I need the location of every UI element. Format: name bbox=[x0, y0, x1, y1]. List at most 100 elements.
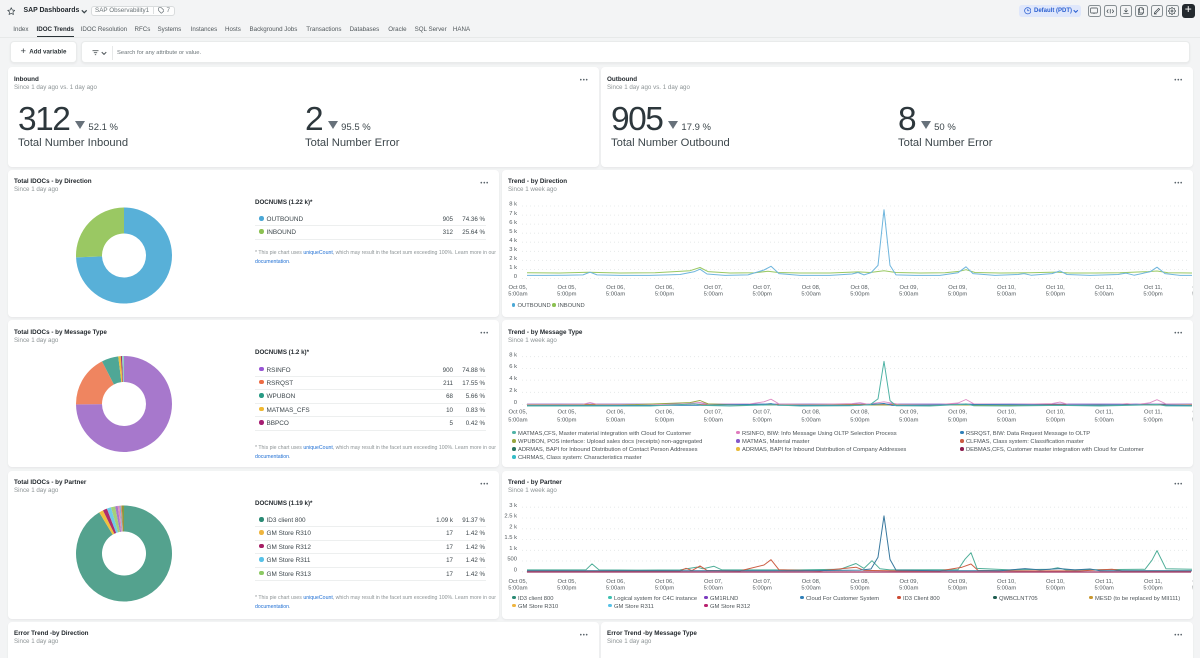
svg-text:Oct 08,: Oct 08, bbox=[851, 284, 870, 290]
svg-text:Oct 07,: Oct 07, bbox=[704, 579, 723, 585]
svg-text:8 k: 8 k bbox=[509, 201, 517, 207]
svg-text:Oct 06,: Oct 06, bbox=[655, 410, 674, 416]
svg-text:5:00am: 5:00am bbox=[1192, 585, 1193, 591]
svg-text:5:00pm: 5:00pm bbox=[850, 585, 870, 591]
svg-text:5:00am: 5:00am bbox=[606, 291, 626, 297]
svg-text:Oct 07,: Oct 07, bbox=[753, 410, 772, 416]
svg-text:7 k: 7 k bbox=[509, 210, 517, 216]
svg-text:4 k: 4 k bbox=[509, 237, 517, 243]
svg-text:5:00am: 5:00am bbox=[801, 417, 821, 423]
svg-text:2 k: 2 k bbox=[509, 256, 517, 262]
svg-text:Oct 10,: Oct 10, bbox=[1046, 284, 1065, 290]
svg-text:5:00am: 5:00am bbox=[704, 417, 724, 423]
svg-text:Oct 11,: Oct 11, bbox=[1144, 579, 1163, 585]
svg-text:Oct 06,: Oct 06, bbox=[655, 579, 674, 585]
svg-text:Oct 09,: Oct 09, bbox=[948, 410, 967, 416]
svg-text:Oct 11,: Oct 11, bbox=[1095, 284, 1114, 290]
svg-text:Oct 06,: Oct 06, bbox=[606, 410, 625, 416]
svg-text:5:00pm: 5:00pm bbox=[948, 585, 968, 591]
svg-text:6 k: 6 k bbox=[509, 364, 517, 370]
svg-text:0: 0 bbox=[514, 567, 517, 573]
svg-text:5:00pm: 5:00pm bbox=[753, 417, 773, 423]
svg-text:6 k: 6 k bbox=[509, 219, 517, 225]
svg-text:Oct 10,: Oct 10, bbox=[997, 284, 1016, 290]
svg-text:Oct 05,: Oct 05, bbox=[557, 284, 576, 290]
svg-text:Oct 10,: Oct 10, bbox=[997, 410, 1016, 416]
svg-text:5:00am: 5:00am bbox=[997, 417, 1017, 423]
svg-text:5:00pm: 5:00pm bbox=[850, 417, 870, 423]
svg-text:Oct 09,: Oct 09, bbox=[899, 410, 918, 416]
svg-text:5:00am: 5:00am bbox=[899, 291, 919, 297]
svg-text:Oct 07,: Oct 07, bbox=[753, 284, 772, 290]
svg-text:Oct 07,: Oct 07, bbox=[704, 410, 723, 416]
svg-text:Oct 06,: Oct 06, bbox=[606, 579, 625, 585]
svg-text:Oct 08,: Oct 08, bbox=[802, 579, 821, 585]
svg-text:5:00pm: 5:00pm bbox=[1143, 291, 1163, 297]
svg-text:1 k: 1 k bbox=[509, 546, 517, 552]
svg-text:5:00am: 5:00am bbox=[1095, 585, 1115, 591]
svg-text:5:00pm: 5:00pm bbox=[655, 291, 675, 297]
svg-text:Oct 08,: Oct 08, bbox=[851, 579, 870, 585]
svg-text:5 k: 5 k bbox=[509, 228, 517, 234]
svg-text:Oct 09,: Oct 09, bbox=[948, 284, 967, 290]
svg-text:5:00pm: 5:00pm bbox=[948, 291, 968, 297]
svg-text:5:00pm: 5:00pm bbox=[655, 417, 675, 423]
svg-text:0: 0 bbox=[514, 400, 517, 406]
svg-text:8 k: 8 k bbox=[509, 352, 517, 358]
svg-text:5:00pm: 5:00pm bbox=[557, 291, 577, 297]
svg-text:2 k: 2 k bbox=[509, 388, 517, 394]
svg-text:5:00am: 5:00am bbox=[1095, 291, 1115, 297]
svg-text:Oct 05,: Oct 05, bbox=[557, 410, 576, 416]
svg-text:5:00am: 5:00am bbox=[997, 291, 1017, 297]
svg-text:Oct 09,: Oct 09, bbox=[899, 284, 918, 290]
svg-text:5:00am: 5:00am bbox=[508, 585, 528, 591]
svg-text:5:00pm: 5:00pm bbox=[1046, 417, 1066, 423]
svg-text:1 k: 1 k bbox=[509, 265, 517, 271]
svg-text:5:00am: 5:00am bbox=[606, 585, 626, 591]
svg-text:Oct 08,: Oct 08, bbox=[802, 284, 821, 290]
svg-text:5:00am: 5:00am bbox=[801, 291, 821, 297]
svg-text:5:00am: 5:00am bbox=[1192, 417, 1193, 423]
svg-text:Oct 08,: Oct 08, bbox=[851, 410, 870, 416]
svg-text:Oct 06,: Oct 06, bbox=[606, 284, 625, 290]
svg-text:5:00pm: 5:00pm bbox=[753, 585, 773, 591]
svg-text:5:00pm: 5:00pm bbox=[557, 585, 577, 591]
svg-text:Oct 11,: Oct 11, bbox=[1144, 284, 1163, 290]
svg-text:0: 0 bbox=[514, 274, 517, 280]
svg-text:5:00pm: 5:00pm bbox=[1143, 585, 1163, 591]
svg-text:5:00pm: 5:00pm bbox=[1143, 417, 1163, 423]
svg-text:Oct 06,: Oct 06, bbox=[655, 284, 674, 290]
svg-text:4 k: 4 k bbox=[509, 376, 517, 382]
svg-text:5:00am: 5:00am bbox=[801, 585, 821, 591]
svg-text:5:00am: 5:00am bbox=[508, 291, 528, 297]
svg-text:5:00am: 5:00am bbox=[1095, 417, 1115, 423]
svg-text:5:00am: 5:00am bbox=[508, 417, 528, 423]
svg-text:2 k: 2 k bbox=[509, 524, 517, 530]
svg-text:5:00pm: 5:00pm bbox=[655, 585, 675, 591]
svg-text:Oct 07,: Oct 07, bbox=[704, 284, 723, 290]
svg-text:5:00pm: 5:00pm bbox=[1046, 585, 1066, 591]
svg-text:Oct 05,: Oct 05, bbox=[509, 410, 528, 416]
svg-text:Oct 11,: Oct 11, bbox=[1095, 410, 1114, 416]
svg-text:Oct 09,: Oct 09, bbox=[948, 579, 967, 585]
svg-text:Oct 08,: Oct 08, bbox=[802, 410, 821, 416]
svg-text:5:00am: 5:00am bbox=[899, 417, 919, 423]
svg-text:Oct 10,: Oct 10, bbox=[1046, 579, 1065, 585]
svg-text:1.5 k: 1.5 k bbox=[504, 535, 517, 541]
svg-text:500: 500 bbox=[507, 556, 517, 562]
svg-text:5:00am: 5:00am bbox=[997, 585, 1017, 591]
svg-text:5:00am: 5:00am bbox=[704, 291, 724, 297]
svg-text:5:00am: 5:00am bbox=[1192, 291, 1193, 297]
svg-text:Oct 05,: Oct 05, bbox=[509, 284, 528, 290]
svg-text:Oct 10,: Oct 10, bbox=[997, 579, 1016, 585]
svg-text:5:00am: 5:00am bbox=[899, 585, 919, 591]
svg-text:5:00pm: 5:00pm bbox=[557, 417, 577, 423]
svg-text:3 k: 3 k bbox=[509, 247, 517, 253]
svg-text:Oct 09,: Oct 09, bbox=[899, 579, 918, 585]
svg-text:5:00pm: 5:00pm bbox=[948, 417, 968, 423]
svg-text:5:00pm: 5:00pm bbox=[1046, 291, 1066, 297]
svg-text:2.5 k: 2.5 k bbox=[504, 513, 517, 519]
svg-text:5:00pm: 5:00pm bbox=[850, 291, 870, 297]
svg-text:Oct 11,: Oct 11, bbox=[1144, 410, 1163, 416]
svg-text:Oct 05,: Oct 05, bbox=[557, 579, 576, 585]
